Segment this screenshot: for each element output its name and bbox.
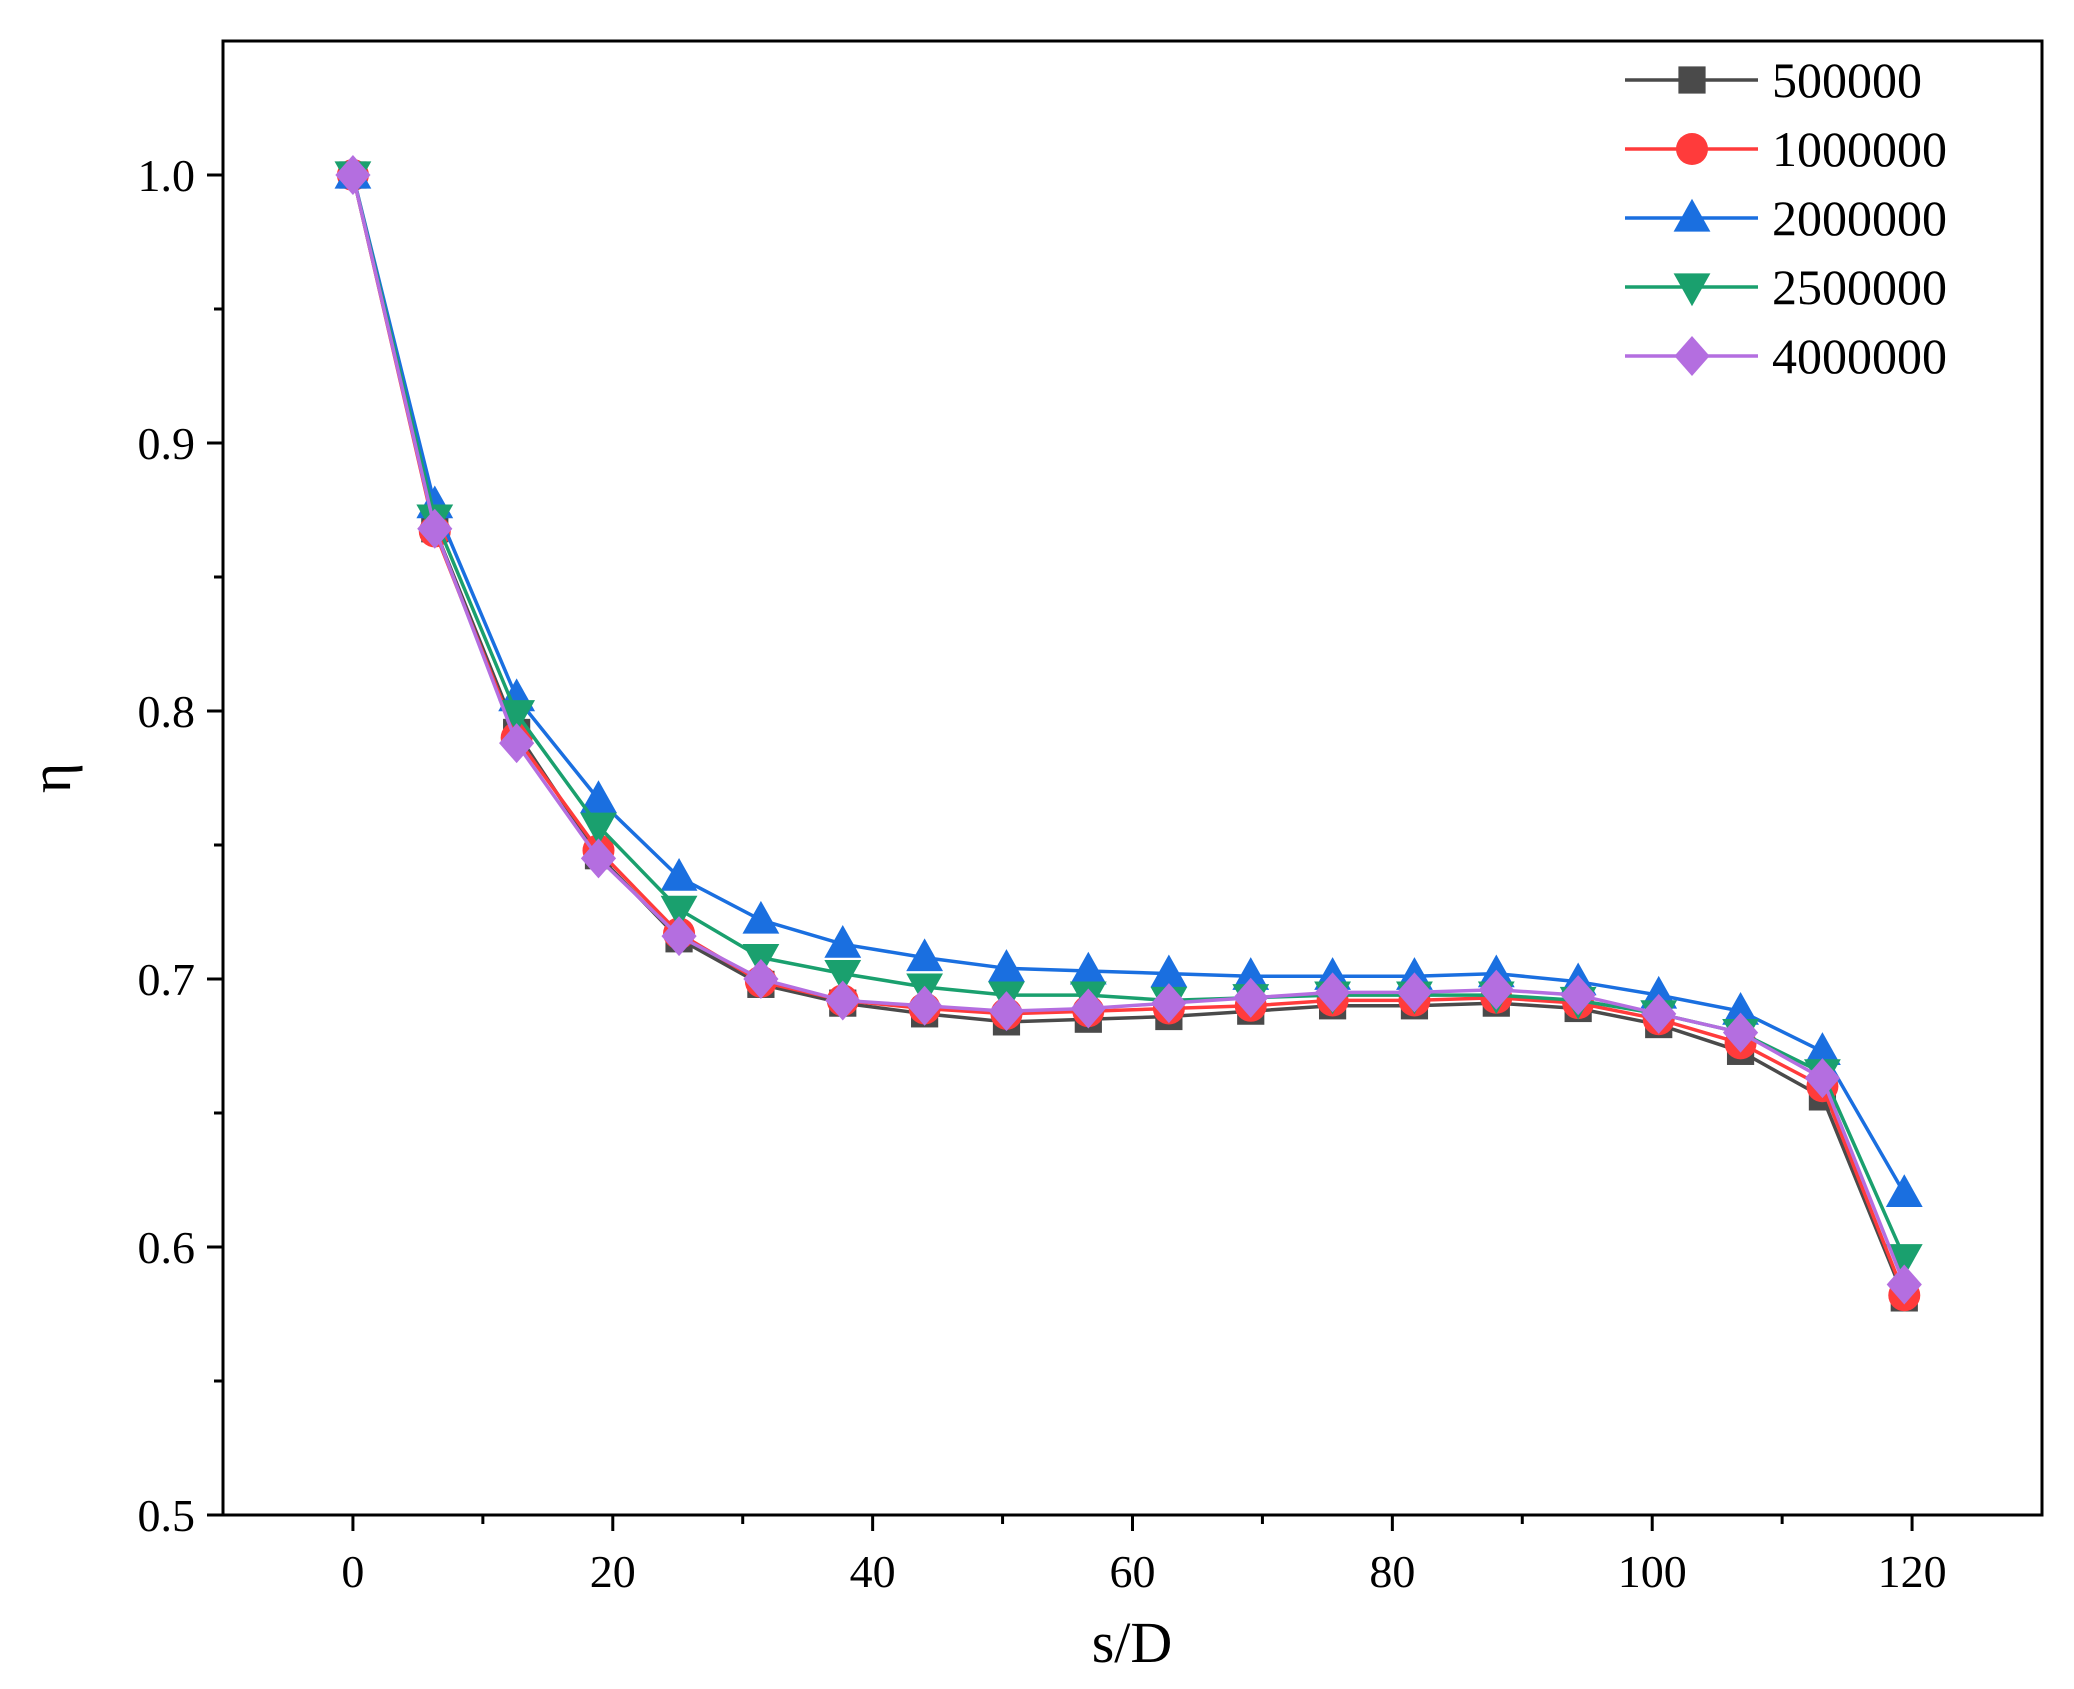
- data-point: [824, 924, 862, 958]
- legend-item: 2500000: [1625, 259, 1947, 315]
- series-line: [351, 174, 1906, 1286]
- legend-label: 1000000: [1772, 121, 1947, 177]
- x-tick-label: 120: [1878, 1546, 1947, 1597]
- data-point: [743, 959, 779, 999]
- legend-marker: [1674, 336, 1710, 376]
- data-point: [988, 949, 1025, 982]
- legend-item: 1000000: [1625, 121, 1947, 177]
- data-point: [1150, 954, 1188, 988]
- data-point: [988, 991, 1025, 1032]
- x-tick-label: 40: [850, 1546, 896, 1597]
- series-line: [351, 174, 1906, 1296]
- y-tick-label: 1.0: [138, 150, 196, 201]
- data-point: [580, 838, 617, 879]
- data-point: [825, 980, 861, 1021]
- data-point: [907, 985, 943, 1026]
- data-point: [1151, 983, 1187, 1024]
- axis-ticks: [207, 173, 1914, 1531]
- x-tick-label: 100: [1618, 1546, 1687, 1597]
- y-axis-title: η: [18, 763, 83, 793]
- data-point: [1232, 957, 1270, 990]
- data-point: [1478, 969, 1514, 1010]
- data-point: [1804, 1058, 1841, 1099]
- legend-marker: [1676, 133, 1708, 165]
- data-point: [742, 900, 780, 934]
- legend-marker: [1678, 66, 1706, 94]
- data-point: [499, 723, 535, 764]
- legend-label: 500000: [1772, 52, 1922, 108]
- legend: 500000 1000000 2000000 2500000 4000000: [1625, 52, 1947, 384]
- legend-item: 2000000: [1625, 190, 1947, 246]
- data-point: [1641, 993, 1677, 1034]
- legend-item: 4000000: [1625, 328, 1947, 384]
- y-tick-label: 0.7: [138, 954, 196, 1005]
- legend-marker: [1673, 198, 1711, 232]
- data-point: [335, 155, 371, 195]
- legend-marker: [1673, 273, 1711, 307]
- series-500000: [339, 161, 1918, 1312]
- y-tick-label: 0.5: [138, 1490, 196, 1541]
- series-2500000: [334, 161, 1923, 1277]
- data-point: [1722, 1012, 1759, 1053]
- data-point: [580, 780, 617, 814]
- x-tick-label: 0: [341, 1546, 364, 1597]
- data-point: [1886, 1264, 1922, 1305]
- y-tick-labels: 0.5 0.6 0.7 0.8 0.9 1.0: [138, 150, 196, 1541]
- data-point: [1560, 975, 1596, 1016]
- series-2000000: [334, 155, 1923, 1207]
- series-1000000: [336, 159, 1921, 1312]
- x-tick-labels: 0 20 40 60 80 100 120: [341, 1546, 1946, 1597]
- data-point: [824, 960, 862, 993]
- legend-label: 4000000: [1772, 328, 1947, 384]
- data-point: [1314, 972, 1351, 1013]
- series-line: [351, 174, 1906, 1195]
- data-point: [1233, 977, 1269, 1018]
- data-point: [1804, 1032, 1841, 1065]
- data-point: [1070, 988, 1106, 1029]
- legend-label: 2000000: [1772, 190, 1947, 246]
- legend-item: 500000: [1625, 52, 1922, 108]
- x-tick-label: 20: [590, 1546, 636, 1597]
- data-point: [906, 938, 944, 972]
- series-layer: [334, 155, 1923, 1312]
- data-point: [1722, 991, 1759, 1025]
- y-tick-label: 0.8: [138, 686, 196, 737]
- data-point: [498, 700, 536, 733]
- data-point: [1885, 1244, 1923, 1277]
- series-4000000: [335, 155, 1922, 1305]
- series-line: [351, 174, 1906, 1259]
- plot-frame: [221, 39, 2044, 1517]
- x-tick-label: 60: [1110, 1546, 1156, 1597]
- legend-label: 2500000: [1772, 259, 1947, 315]
- data-point: [1069, 951, 1107, 985]
- data-point: [660, 895, 698, 929]
- series-line: [351, 174, 1906, 1299]
- data-point: [661, 916, 697, 957]
- y-tick-label: 0.9: [138, 418, 196, 469]
- data-point: [580, 812, 617, 846]
- data-point: [417, 508, 453, 549]
- data-point: [1396, 972, 1433, 1013]
- y-tick-label: 0.6: [138, 1222, 196, 1273]
- data-point: [1885, 1174, 1923, 1207]
- x-axis-title: s/D: [1092, 1610, 1173, 1675]
- data-point: [660, 857, 698, 891]
- x-tick-label: 80: [1369, 1546, 1415, 1597]
